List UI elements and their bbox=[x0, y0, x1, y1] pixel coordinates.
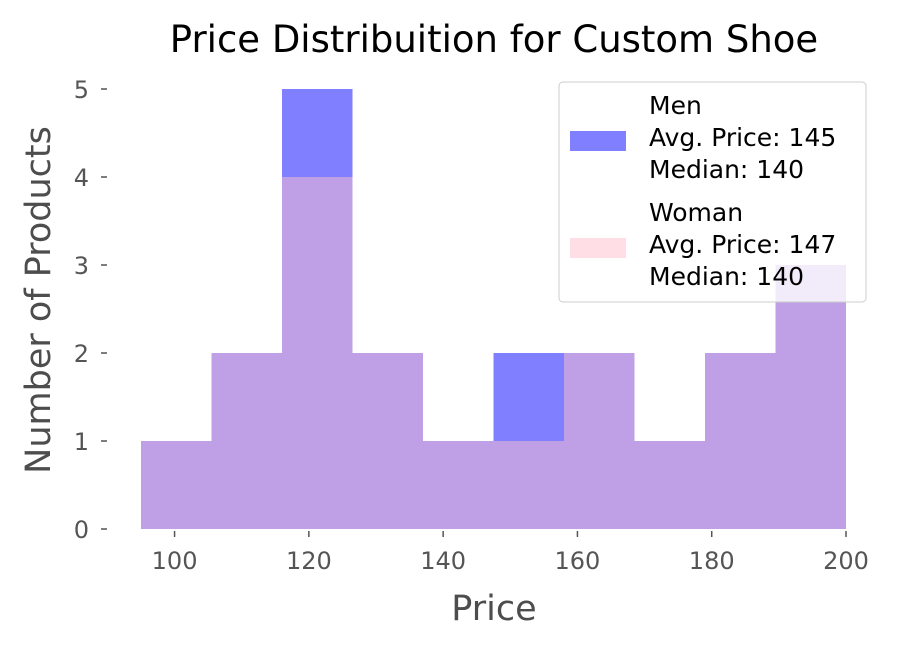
bar-woman-6 bbox=[564, 353, 635, 529]
chart-title: Price Distribuition for Custom Shoe bbox=[170, 18, 818, 61]
y-axis-label: Number of Products bbox=[19, 126, 59, 474]
legend-box bbox=[558, 81, 867, 303]
legend-entry-woman-line-0: Woman bbox=[649, 198, 743, 227]
plot-area bbox=[141, 89, 846, 529]
x-axis: 100 120 140 160 180 200 bbox=[152, 531, 869, 575]
x-tick-label: 140 bbox=[420, 547, 466, 575]
x-axis-label: Price bbox=[451, 589, 536, 629]
legend-entry-men-line-0: Men bbox=[649, 91, 702, 120]
y-tick-label: 1 bbox=[74, 428, 89, 456]
y-tick-label: 5 bbox=[74, 76, 89, 104]
y-tick-label: 3 bbox=[74, 252, 89, 280]
bar-woman-7 bbox=[634, 441, 705, 529]
bar-woman-2 bbox=[282, 177, 353, 529]
series-woman bbox=[141, 177, 846, 529]
legend-entry-men-line-1: Avg. Price: 145 bbox=[649, 123, 836, 152]
legend-swatch-men bbox=[570, 131, 626, 151]
bar-woman-4 bbox=[423, 441, 494, 529]
x-tick-label: 180 bbox=[689, 547, 735, 575]
x-tick-label: 100 bbox=[152, 547, 198, 575]
y-tick-label: 4 bbox=[74, 164, 89, 192]
y-axis: 0 1 2 3 4 5 bbox=[74, 76, 107, 544]
y-tick-label: 2 bbox=[74, 340, 89, 368]
legend-entry-woman-line-2: Median: 140 bbox=[649, 262, 804, 291]
bar-woman-1 bbox=[211, 353, 282, 529]
bar-woman-3 bbox=[352, 353, 423, 529]
legend: Men Avg. Price: 145 Median: 140 Woman Avg. P… bbox=[558, 81, 867, 303]
x-tick-label: 160 bbox=[555, 547, 601, 575]
x-tick-label: 120 bbox=[286, 547, 332, 575]
bar-woman-5 bbox=[493, 441, 564, 529]
bar-woman-8 bbox=[705, 353, 776, 529]
legend-entry-men-line-2: Median: 140 bbox=[649, 155, 804, 184]
bar-woman-0 bbox=[141, 441, 212, 529]
y-tick-label: 0 bbox=[74, 516, 89, 544]
legend-entry-woman-line-1: Avg. Price: 147 bbox=[649, 230, 836, 259]
x-tick-label: 200 bbox=[823, 547, 869, 575]
bar-woman-9 bbox=[775, 265, 846, 529]
legend-swatch-woman bbox=[570, 238, 626, 258]
